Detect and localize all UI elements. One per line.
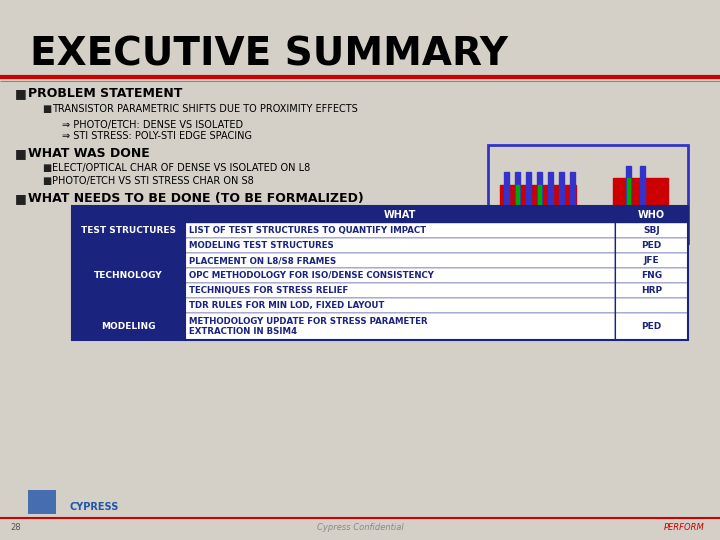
Text: OPC METHODOLOGY FOR ISO/DENSE CONSISTENCY: OPC METHODOLOGY FOR ISO/DENSE CONSISTENC… (189, 271, 434, 280)
Bar (570, 172, 575, 220)
Text: TDR RULES FOR MIN LOD, FIXED LAYOUT: TDR RULES FOR MIN LOD, FIXED LAYOUT (189, 301, 384, 310)
Bar (185, 298, 615, 313)
Bar (185, 268, 615, 283)
Bar (72, 238, 185, 253)
Bar (72, 313, 185, 340)
Bar (615, 298, 688, 313)
Bar (185, 313, 615, 340)
Text: HRP: HRP (641, 286, 662, 295)
Text: WHAT NEEDS TO BE DONE (TO BE FORMALIZED): WHAT NEEDS TO BE DONE (TO BE FORMALIZED) (28, 192, 364, 205)
Bar (516, 185, 519, 207)
Bar (72, 253, 185, 268)
Bar (72, 283, 185, 298)
Text: ■: ■ (42, 104, 51, 114)
Text: PERFORM: PERFORM (665, 523, 705, 532)
Text: SBJ: SBJ (643, 226, 660, 235)
Text: PLACEMENT ON L8/S8 FRAMES: PLACEMENT ON L8/S8 FRAMES (189, 256, 336, 265)
Text: FNG: FNG (641, 271, 662, 280)
Text: ■: ■ (15, 87, 27, 100)
Bar (185, 283, 615, 298)
Bar (627, 178, 630, 214)
Bar (613, 178, 668, 214)
Text: TEST STRUCTURES: TEST STRUCTURES (81, 226, 176, 235)
Bar (72, 206, 688, 340)
Bar (537, 172, 542, 220)
Text: TECHNOLOGY: TECHNOLOGY (94, 271, 163, 280)
Text: TECHNIQUES FOR STRESS RELIEF: TECHNIQUES FOR STRESS RELIEF (189, 286, 348, 295)
Text: PED: PED (642, 241, 662, 250)
Bar (185, 223, 615, 238)
Text: ■: ■ (42, 163, 51, 173)
Text: PROBLEM STATEMENT: PROBLEM STATEMENT (28, 87, 182, 100)
Bar (185, 238, 615, 253)
Bar (500, 185, 576, 207)
Bar (559, 172, 564, 220)
Text: JFE: JFE (644, 256, 660, 265)
Text: MODELING TEST STRUCTURES: MODELING TEST STRUCTURES (189, 241, 334, 250)
Bar (615, 313, 688, 340)
Text: Cypress Confidential: Cypress Confidential (317, 523, 403, 532)
Text: LIST OF TEST STRUCTURES TO QUANTIFY IMPACT: LIST OF TEST STRUCTURES TO QUANTIFY IMPA… (189, 226, 426, 235)
Text: PED: PED (642, 322, 662, 331)
Text: EXECUTIVE SUMMARY: EXECUTIVE SUMMARY (30, 35, 508, 73)
Bar (515, 172, 520, 220)
Bar (526, 172, 531, 220)
Bar (615, 268, 688, 283)
Bar (640, 166, 645, 226)
Text: ■: ■ (15, 192, 27, 205)
Text: WHAT: WHAT (384, 210, 416, 219)
Text: ⇒ STI STRESS: POLY-STI EDGE SPACING: ⇒ STI STRESS: POLY-STI EDGE SPACING (62, 131, 252, 141)
Text: ■: ■ (15, 147, 27, 160)
Text: WHO: WHO (638, 210, 665, 219)
Bar (615, 253, 688, 268)
Text: CYPRESS: CYPRESS (70, 502, 120, 512)
Bar (626, 166, 631, 226)
Text: 28: 28 (10, 523, 21, 532)
Bar (615, 283, 688, 298)
Text: TRANSISTOR PARAMETRIC SHIFTS DUE TO PROXIMITY EFFECTS: TRANSISTOR PARAMETRIC SHIFTS DUE TO PROX… (52, 104, 358, 114)
Bar (615, 238, 688, 253)
Bar (538, 185, 541, 207)
Bar (72, 223, 185, 238)
Bar (28, 490, 56, 514)
Bar (488, 145, 688, 243)
Bar (504, 172, 509, 220)
Bar (72, 298, 185, 313)
Text: ELECT/OPTICAL CHAR OF DENSE VS ISOLATED ON L8: ELECT/OPTICAL CHAR OF DENSE VS ISOLATED … (52, 163, 310, 173)
Bar (72, 206, 688, 223)
Bar (548, 172, 553, 220)
Text: ■: ■ (42, 176, 51, 186)
Text: PHOTO/ETCH VS STI STRESS CHAR ON S8: PHOTO/ETCH VS STI STRESS CHAR ON S8 (52, 176, 253, 186)
Bar (185, 253, 615, 268)
Text: ⇒ PHOTO/ETCH: DENSE VS ISOLATED: ⇒ PHOTO/ETCH: DENSE VS ISOLATED (62, 120, 243, 130)
Text: METHODOLOGY UPDATE FOR STRESS PARAMETER
EXTRACTION IN BSIM4: METHODOLOGY UPDATE FOR STRESS PARAMETER … (189, 317, 428, 336)
Text: MODELING: MODELING (102, 322, 156, 331)
Text: WHAT WAS DONE: WHAT WAS DONE (28, 147, 150, 160)
Bar (615, 223, 688, 238)
Bar (72, 268, 185, 283)
